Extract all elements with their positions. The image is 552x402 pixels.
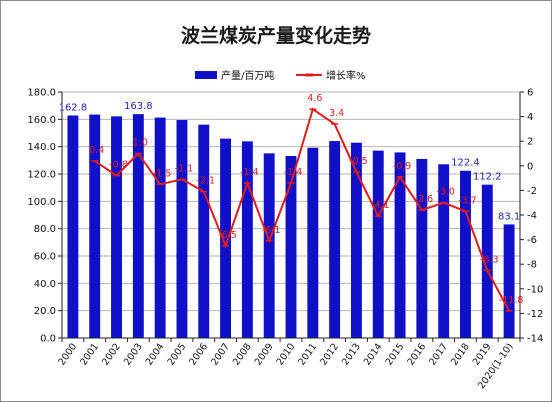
bar [372, 150, 384, 338]
bar-value-label: 112.2 [473, 172, 502, 183]
bar-value-label: 83.1 [498, 211, 520, 222]
y-left-tick-label: 120.0 [27, 170, 56, 181]
bar [285, 155, 297, 338]
line-value-label: -3.0 [436, 187, 455, 198]
line-value-label: -4.1 [371, 200, 390, 211]
y-right-tick-label: -4 [527, 211, 537, 222]
y-left-tick-label: 40.0 [34, 279, 56, 290]
legend-line-label: 增长率% [326, 69, 366, 82]
line-value-label: -11.8 [499, 295, 524, 306]
line-value-label: -0.5 [349, 156, 368, 167]
line-value-label: -8.3 [480, 254, 499, 265]
y-left-tick-label: 140.0 [27, 142, 56, 153]
line-value-label: 4.6 [307, 93, 322, 104]
bar [350, 142, 362, 338]
y-right-tick-label: 4 [527, 112, 533, 123]
y-right-tick-label: 6 [527, 88, 533, 99]
line-value-label: 1.0 [133, 138, 148, 149]
bar-value-label: 122.4 [451, 158, 480, 169]
bar [307, 147, 319, 338]
y-left-tick-label: 80.0 [34, 224, 56, 235]
y-left-tick-label: 60.0 [34, 252, 56, 263]
bar [220, 138, 232, 338]
line-value-label: -6.5 [218, 230, 237, 241]
line-series [91, 107, 513, 312]
bar [111, 116, 122, 339]
bar [176, 120, 188, 339]
line-value-label: -0.9 [393, 161, 412, 172]
bar [67, 115, 79, 338]
bar-series [67, 114, 515, 339]
bar-value-label: 162.8 [59, 103, 88, 114]
y-left-tick-label: 20.0 [34, 306, 56, 317]
line-value-label: 0.4 [89, 145, 104, 156]
y-right-tick-label: -14 [527, 334, 543, 345]
line-value-label: -2.1 [196, 176, 215, 187]
bar [503, 224, 515, 338]
line-value-label: -1.5 [153, 168, 172, 179]
bar [132, 114, 144, 338]
line-value-label: -3.6 [415, 194, 434, 205]
legend-bar-label: 产量/百万吨 [221, 69, 274, 82]
line-value-label: -1.1 [175, 163, 194, 174]
y-right-tick-label: -6 [527, 235, 537, 246]
bar [241, 141, 253, 338]
line-value-label: -1.4 [284, 167, 303, 178]
bar [329, 141, 341, 338]
y-right-tick-label: -12 [527, 309, 543, 320]
bar [198, 124, 210, 338]
line-value-label: -1.4 [240, 167, 259, 178]
chart-title: 波兰煤炭产量变化走势 [181, 24, 371, 47]
bar [481, 184, 493, 338]
bar [89, 114, 101, 338]
bar [394, 152, 406, 338]
y-left-tick-label: 100.0 [27, 197, 56, 208]
y-left-tick-label: 0.0 [40, 334, 56, 345]
bar [416, 158, 428, 338]
legend-bar-swatch [195, 71, 217, 79]
line-value-label: -3.7 [458, 195, 477, 206]
line-value-label: -6.1 [262, 225, 281, 236]
bar-value-label: 163.8 [124, 101, 153, 112]
line-value-label: -0.8 [109, 160, 128, 171]
y-right-tick-label: -10 [527, 284, 543, 295]
y-right-tick-label: 2 [527, 137, 533, 148]
y-left-tick-label: 160.0 [27, 115, 56, 126]
bar [263, 153, 275, 338]
bar [460, 170, 471, 338]
y-right-tick-label: -2 [527, 186, 537, 197]
y-right-tick-label: -8 [527, 260, 537, 271]
bar [438, 164, 450, 338]
y-right-tick-label: 0 [527, 161, 533, 172]
bar [154, 117, 166, 338]
growth-line [94, 107, 510, 312]
legend: 产量/百万吨 增长率% [195, 69, 366, 82]
y-left-tick-label: 180.0 [27, 88, 56, 99]
line-value-label: 3.4 [329, 108, 344, 119]
